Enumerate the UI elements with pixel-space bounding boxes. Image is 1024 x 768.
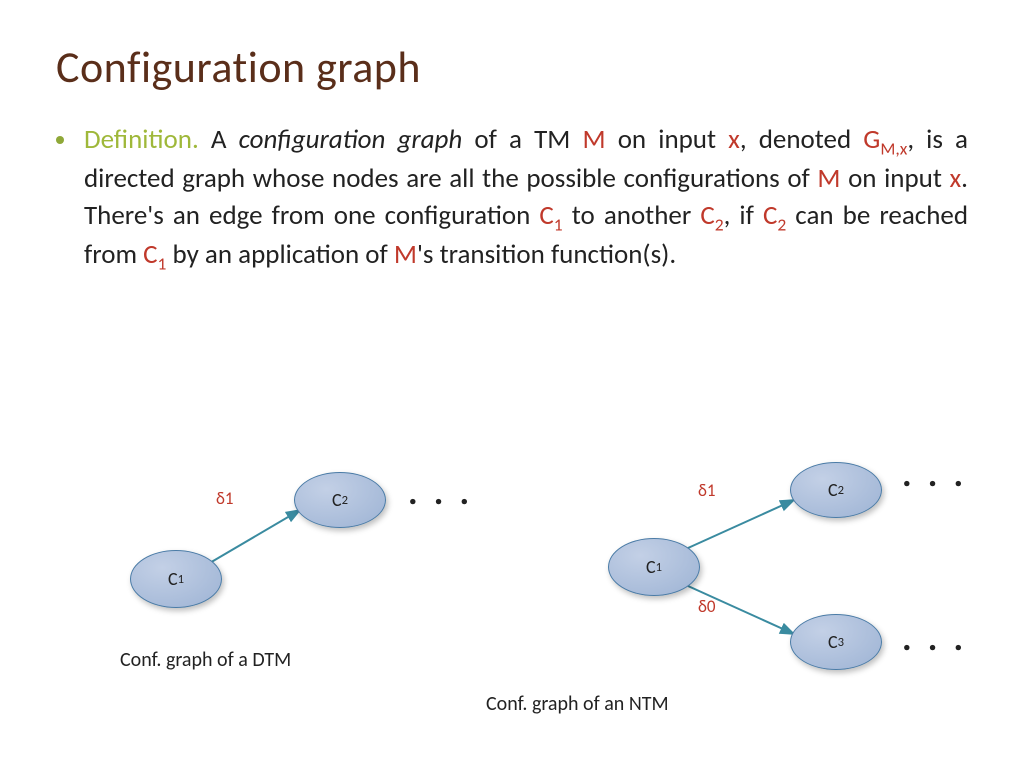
dtm-edge-label-d1: δ1 bbox=[216, 488, 234, 509]
slide-title: Configuration graph bbox=[56, 40, 968, 94]
def-C2b: C2 bbox=[763, 199, 786, 232]
ntm-node-c3: C3 bbox=[790, 614, 882, 670]
ntm-edge-label-d1: δ1 bbox=[698, 480, 716, 501]
ntm-node-c1: C1 bbox=[608, 538, 700, 596]
def-C2: C2 bbox=[700, 199, 723, 232]
ntm-node-c2: C2 bbox=[790, 462, 882, 518]
def-conf-graph: configuration graph bbox=[239, 123, 463, 156]
bullet-icon bbox=[56, 136, 64, 144]
dtm-node-c2: C2 bbox=[294, 472, 386, 528]
def-trans: 's transition function(s). bbox=[417, 238, 676, 271]
dtm-node-c1: C1 bbox=[130, 550, 222, 608]
def-text-a: A bbox=[199, 123, 239, 156]
ntm-edge-label-d0: δ0 bbox=[698, 596, 716, 617]
dtm-dots: . . . bbox=[408, 470, 473, 514]
ntm-dots-2: . . . bbox=[902, 616, 967, 660]
def-of-tm: of a TM bbox=[462, 123, 582, 156]
def-M: M bbox=[582, 123, 605, 156]
def-x2: x bbox=[949, 162, 961, 195]
def-on-input: on input bbox=[606, 123, 729, 156]
ntm-caption: Conf. graph of an NTM bbox=[486, 692, 669, 716]
def-G: GM,x bbox=[863, 123, 907, 156]
def-M2: M bbox=[817, 162, 840, 195]
def-C1: C1 bbox=[539, 199, 562, 232]
def-M3: M bbox=[394, 238, 417, 271]
def-x: x bbox=[728, 123, 740, 156]
def-on-input2: on input bbox=[840, 162, 949, 195]
definition-paragraph: Definition. A configuration graph of a T… bbox=[56, 122, 968, 276]
def-denoted: , denoted bbox=[740, 123, 863, 156]
diagram-area: C1 C2 δ1 . . . Conf. graph of a DTM C1 C… bbox=[0, 430, 1024, 750]
def-by-app: by an application of bbox=[166, 238, 393, 271]
definition-label: Definition. bbox=[84, 123, 199, 156]
def-if: , if bbox=[724, 199, 763, 232]
def-C1b: C1 bbox=[143, 238, 166, 271]
def-to-another: to another bbox=[563, 199, 701, 232]
dtm-caption: Conf. graph of a DTM bbox=[120, 648, 291, 672]
ntm-dots-1: . . . bbox=[902, 452, 967, 496]
